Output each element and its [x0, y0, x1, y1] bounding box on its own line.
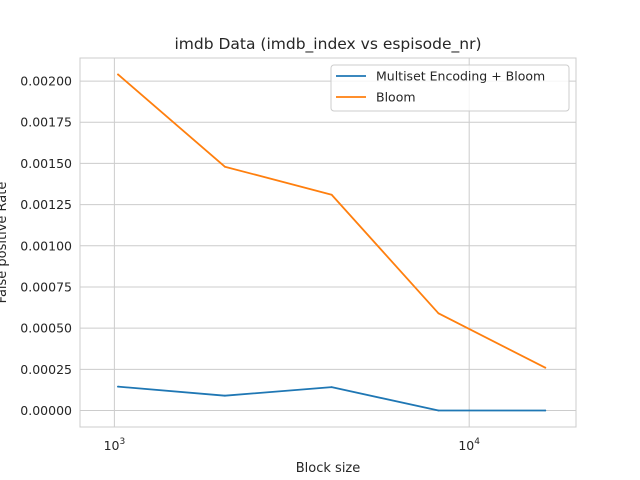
data-point: [117, 385, 119, 388]
x-axis-label: Block size: [296, 461, 361, 476]
y-tick-label: 0.00125: [20, 197, 72, 212]
plot-frame: [79, 57, 577, 428]
data-point: [330, 386, 333, 389]
grid: [80, 58, 576, 427]
y-tick-label: 0.00050: [20, 321, 72, 336]
plot-area: [80, 58, 576, 427]
x-axis: 103 104: [104, 437, 481, 453]
x-tick-base: 10: [104, 438, 120, 453]
x-tick-exponent: 3: [119, 437, 125, 447]
data-point: [117, 73, 119, 76]
series-group: [117, 73, 547, 412]
y-tick-label: 0.00200: [20, 74, 72, 89]
legend: Multiset Encoding + Bloom Bloom: [330, 64, 570, 112]
x-tick-label: 104: [458, 437, 480, 453]
x-tick-base: 10: [458, 438, 474, 453]
data-point: [223, 394, 226, 397]
y-tick-label: 0.00100: [20, 238, 72, 253]
data-point: [437, 312, 440, 315]
y-axis: 0.00000 0.00025 0.00050 0.00075 0.00100 0.001…: [20, 74, 72, 418]
data-point: [437, 409, 440, 412]
data-point: [544, 409, 547, 412]
y-tick-label: 0.00000: [20, 403, 72, 418]
legend-box: [330, 64, 570, 112]
y-tick-label: 0.00150: [20, 156, 72, 171]
legend-label-multiset: Multiset Encoding + Bloom: [376, 69, 545, 84]
legend-label-bloom: Bloom: [376, 90, 416, 105]
x-tick-label: 103: [104, 437, 126, 453]
x-tick-exponent: 4: [474, 437, 480, 447]
data-point: [223, 165, 226, 168]
y-tick-label: 0.00175: [20, 115, 72, 130]
data-point: [330, 193, 333, 196]
y-tick-label: 0.00075: [20, 279, 72, 294]
data-point: [544, 366, 547, 369]
chart-title: imdb Data (imdb_index vs espisode_nr): [174, 35, 481, 54]
y-axis-label: False positive Rate: [0, 182, 10, 304]
y-tick-label: 0.00025: [20, 362, 72, 377]
